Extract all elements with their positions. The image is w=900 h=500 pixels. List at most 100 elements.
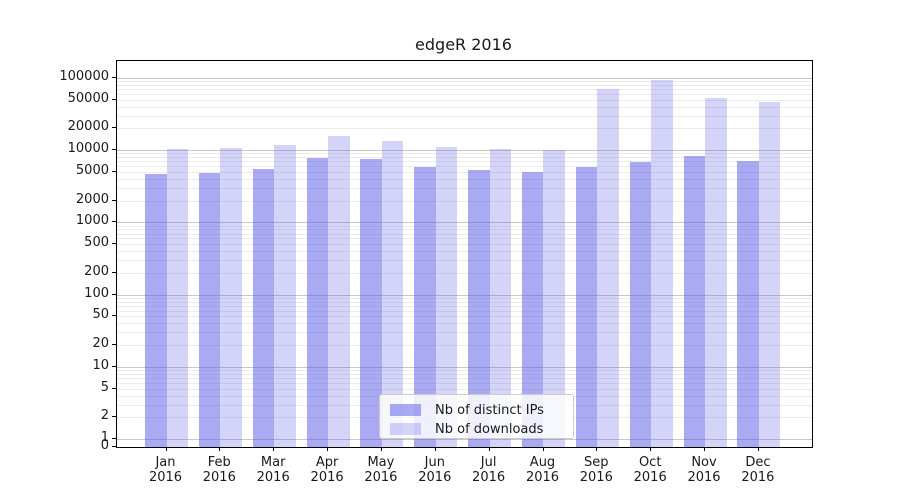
y-tick-label: 500 [84, 235, 109, 251]
bar-downloads-sep [597, 88, 619, 447]
bar-downloads-mar [274, 144, 296, 447]
bar-downloads-jul [489, 148, 512, 447]
x-tick-label: Jun 2016 [418, 455, 452, 485]
bar-distinct-ips-may [360, 159, 382, 447]
y-tick-label: 100 [84, 285, 109, 301]
y-tick [112, 243, 116, 245]
gridline-major [117, 366, 812, 368]
y-tick [112, 315, 116, 317]
x-tick-label: Apr 2016 [310, 455, 344, 485]
legend-swatch-downloads [390, 423, 421, 435]
y-tick-label: 1000 [75, 213, 109, 229]
bar-downloads-may [381, 141, 404, 447]
bar-downloads-jan [166, 148, 188, 447]
x-tick-label: Jan 2016 [148, 455, 183, 485]
gridline-major [117, 150, 812, 151]
x-tick-label: Oct 2016 [633, 455, 667, 485]
gridline-minor [117, 157, 812, 158]
gridline-minor [117, 187, 812, 189]
gridline-minor [117, 310, 812, 312]
x-tick [165, 447, 167, 451]
bar-distinct-ips-mar [252, 168, 275, 447]
gridline-minor [117, 128, 812, 130]
legend-entry-downloads: Nb of downloads [390, 420, 565, 438]
y-tick-label: 20000 [67, 119, 109, 135]
gridline-minor [117, 370, 812, 372]
bar-downloads-feb [220, 148, 242, 447]
y-tick-label: 200 [84, 263, 109, 279]
gridline-minor [117, 161, 812, 163]
gridline-minor [117, 115, 812, 117]
gridline-minor [117, 373, 812, 375]
y-tick [112, 271, 116, 273]
legend-label-distinct-ips: Nb of distinct IPs [435, 402, 544, 418]
bar-distinct-ips-sep [575, 167, 598, 447]
y-tick-label: 50000 [67, 90, 109, 106]
gridline-minor [117, 166, 812, 167]
gridline-minor [117, 88, 812, 90]
x-tick [757, 447, 759, 451]
gridline-major [117, 294, 812, 296]
gridline-major [117, 222, 812, 224]
x-tick [596, 447, 598, 451]
gridline-minor [117, 229, 812, 231]
chart-title: edgeR 2016 [415, 35, 512, 54]
gridline-minor [117, 233, 812, 235]
x-tick [704, 447, 705, 451]
x-tick [488, 447, 490, 451]
gridline-major [117, 77, 812, 79]
y-tick [112, 438, 116, 440]
y-tick [112, 127, 116, 129]
y-tick [112, 344, 116, 346]
y-tick [112, 98, 116, 100]
bar-downloads-oct [651, 79, 673, 447]
x-tick-label: May 2016 [364, 455, 398, 485]
y-tick-label: 2000 [75, 191, 109, 207]
y-tick [112, 149, 116, 150]
gridline-minor [117, 260, 812, 262]
gridline-minor [117, 81, 812, 82]
x-tick-label: Nov 2016 [687, 455, 721, 485]
gridline-minor [117, 345, 812, 347]
y-tick [112, 365, 116, 367]
bar-distinct-ips-dec [737, 161, 759, 447]
x-tick-label: Jul 2016 [472, 455, 506, 485]
bar-distinct-ips-nov [683, 156, 705, 447]
x-tick-label: Sep 2016 [579, 455, 613, 485]
gridline-minor [117, 323, 812, 325]
bar-downloads-jun [435, 146, 458, 447]
gridline-minor [117, 388, 812, 390]
x-tick-label: Aug 2016 [525, 455, 560, 485]
gridline-minor [117, 225, 812, 227]
y-tick-label: 10 [92, 357, 109, 373]
bar-downloads-apr [328, 135, 350, 447]
gridline-minor [117, 301, 812, 303]
y-tick-label: 5 [100, 379, 109, 395]
y-tick [112, 446, 116, 447]
x-tick-label: Feb 2016 [202, 455, 236, 485]
gridline-minor [117, 382, 812, 384]
gridline-minor [117, 178, 812, 180]
bar-downloads-nov [705, 98, 727, 447]
y-tick-label: 10000 [67, 141, 109, 156]
x-tick [273, 447, 275, 451]
bar-distinct-ips-apr [306, 157, 329, 447]
x-tick [219, 447, 221, 451]
x-tick-label: Dec 2016 [741, 455, 775, 485]
gridline-minor [117, 378, 812, 380]
y-tick-label: 0 [100, 438, 109, 453]
y-tick-label: 2 [100, 408, 109, 424]
y-tick [112, 387, 116, 389]
y-tick [112, 416, 116, 418]
y-tick [112, 221, 116, 223]
gridline-major [117, 439, 812, 441]
x-tick [650, 447, 652, 451]
gridline-minor [117, 99, 812, 101]
legend: Nb of distinct IPs Nb of downloads [379, 394, 574, 439]
y-tick [112, 76, 116, 78]
gridline-minor [117, 272, 812, 274]
x-tick [380, 447, 382, 451]
y-tick [112, 170, 116, 172]
bar-downloads-aug [543, 149, 565, 447]
gridline-minor [117, 332, 812, 334]
